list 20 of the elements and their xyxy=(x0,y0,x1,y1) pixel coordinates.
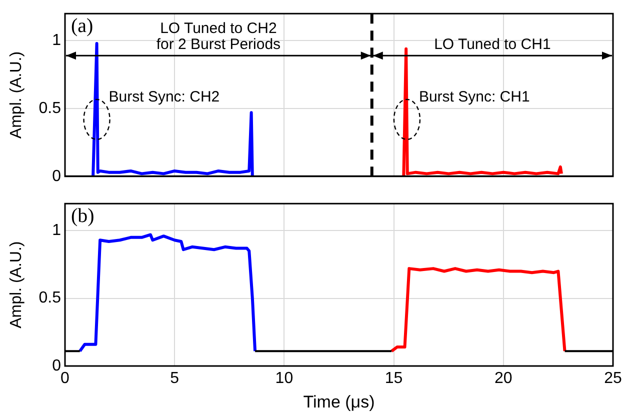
y-tick-label: 1 xyxy=(52,222,62,240)
y-tick-label: 0.5 xyxy=(38,100,62,117)
y-tick-label: 0 xyxy=(52,357,62,374)
x-axis-title: Time (μs) xyxy=(303,392,375,412)
x-tick-label: 15 xyxy=(384,370,403,388)
y-tick-label: 0 xyxy=(52,168,62,185)
annotation: LO Tuned to CH2 for 2 Burst Periods xyxy=(156,20,281,54)
x-tick-label: 25 xyxy=(604,370,622,388)
y-tick-label: 0.5 xyxy=(38,290,62,307)
annotation: (b) xyxy=(71,204,94,227)
y-axis-title: Ampl. (A.U.) xyxy=(8,51,26,139)
x-tick-label: 10 xyxy=(275,370,294,388)
y-tick-label: 1 xyxy=(52,32,62,50)
x-tick-label: 5 xyxy=(170,370,180,388)
y-axis-title: Ampl. (A.U.) xyxy=(8,241,26,328)
annotation: Burst Sync: CH1 xyxy=(418,88,530,106)
annotation: Burst Sync: CH2 xyxy=(108,88,220,106)
annotation: (a) xyxy=(71,14,94,37)
x-tick-label: 20 xyxy=(494,370,512,388)
annotation: LO Tuned to CH1 xyxy=(434,36,551,54)
